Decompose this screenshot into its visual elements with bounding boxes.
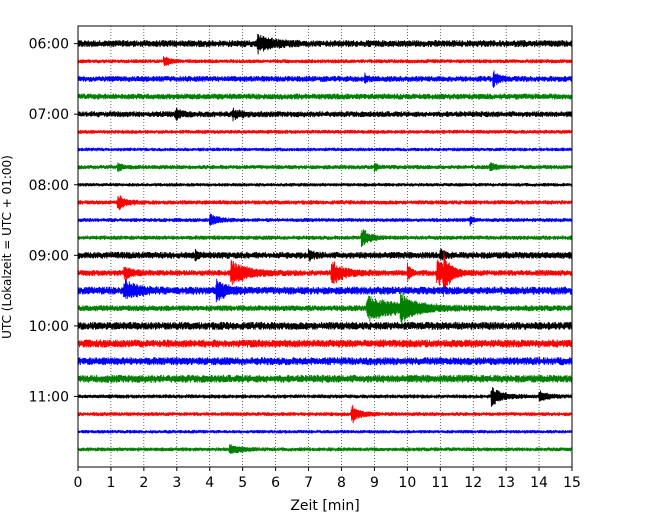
y-tick-label: 06:00 [29,37,69,53]
y-tick-label: 11:00 [29,389,69,405]
x-tick-label: 1 [106,475,115,491]
y-tick-label: 09:00 [29,248,69,264]
x-tick-label: 6 [271,475,280,491]
x-tick-label: 7 [304,475,313,491]
trace-0630 [77,70,573,88]
trace-0615 [77,56,573,66]
x-tick-label: 11 [431,475,449,491]
trace-0700 [77,107,573,122]
trace-1145 [77,444,573,454]
x-tick-label: 14 [530,475,548,491]
x-tick-label: 3 [172,475,181,491]
y-tick-label: 07:00 [29,107,69,123]
trace-0645 [77,93,573,100]
seismic-traces [77,33,573,454]
trace-1130 [77,429,573,435]
trace-1115 [77,404,573,424]
trace-0830 [77,213,573,227]
trace-0730 [77,146,573,153]
trace-0815 [77,195,573,211]
plot-frame [77,25,573,468]
x-tick-label: 12 [464,475,482,491]
x-tick-label: 5 [238,475,247,491]
x-tick-label: 10 [398,475,416,491]
x-tick-label: 9 [370,475,379,491]
trace-0915 [77,250,573,297]
trace-1100 [77,387,573,407]
trace-0945 [77,293,573,325]
x-tick-label: 2 [139,475,148,491]
x-axis-label: Zeit [min] [290,498,359,514]
trace-0930 [77,278,573,303]
trace-0845 [77,229,573,248]
y-axis-ticks: 06:00 07:00 08:00 09:00 10:00 11:00 [29,37,78,405]
x-tick-label: 4 [205,475,214,491]
trace-0600 [77,33,573,55]
x-tick-label: 0 [74,475,83,491]
trace-1015 [77,339,573,348]
y-tick-label: 08:00 [29,178,69,194]
trace-0745 [77,161,573,173]
trace-0800 [77,182,573,188]
trace-0900 [77,248,573,262]
x-tick-label: 15 [563,475,581,491]
x-tick-label: 13 [497,475,515,491]
x-axis-ticks: 0 1 2 3 4 5 6 7 8 9 10 11 12 13 14 15 [74,467,581,491]
grid-lines [110,26,540,467]
y-axis-label: UTC (Lokalzeit = UTC + 01:00) [0,155,14,339]
y-tick-label: 10:00 [29,319,69,335]
x-tick-label: 8 [337,475,346,491]
trace-1030 [77,357,573,366]
trace-0715 [77,129,573,134]
trace-1045 [77,374,573,383]
trace-1000 [77,321,573,330]
